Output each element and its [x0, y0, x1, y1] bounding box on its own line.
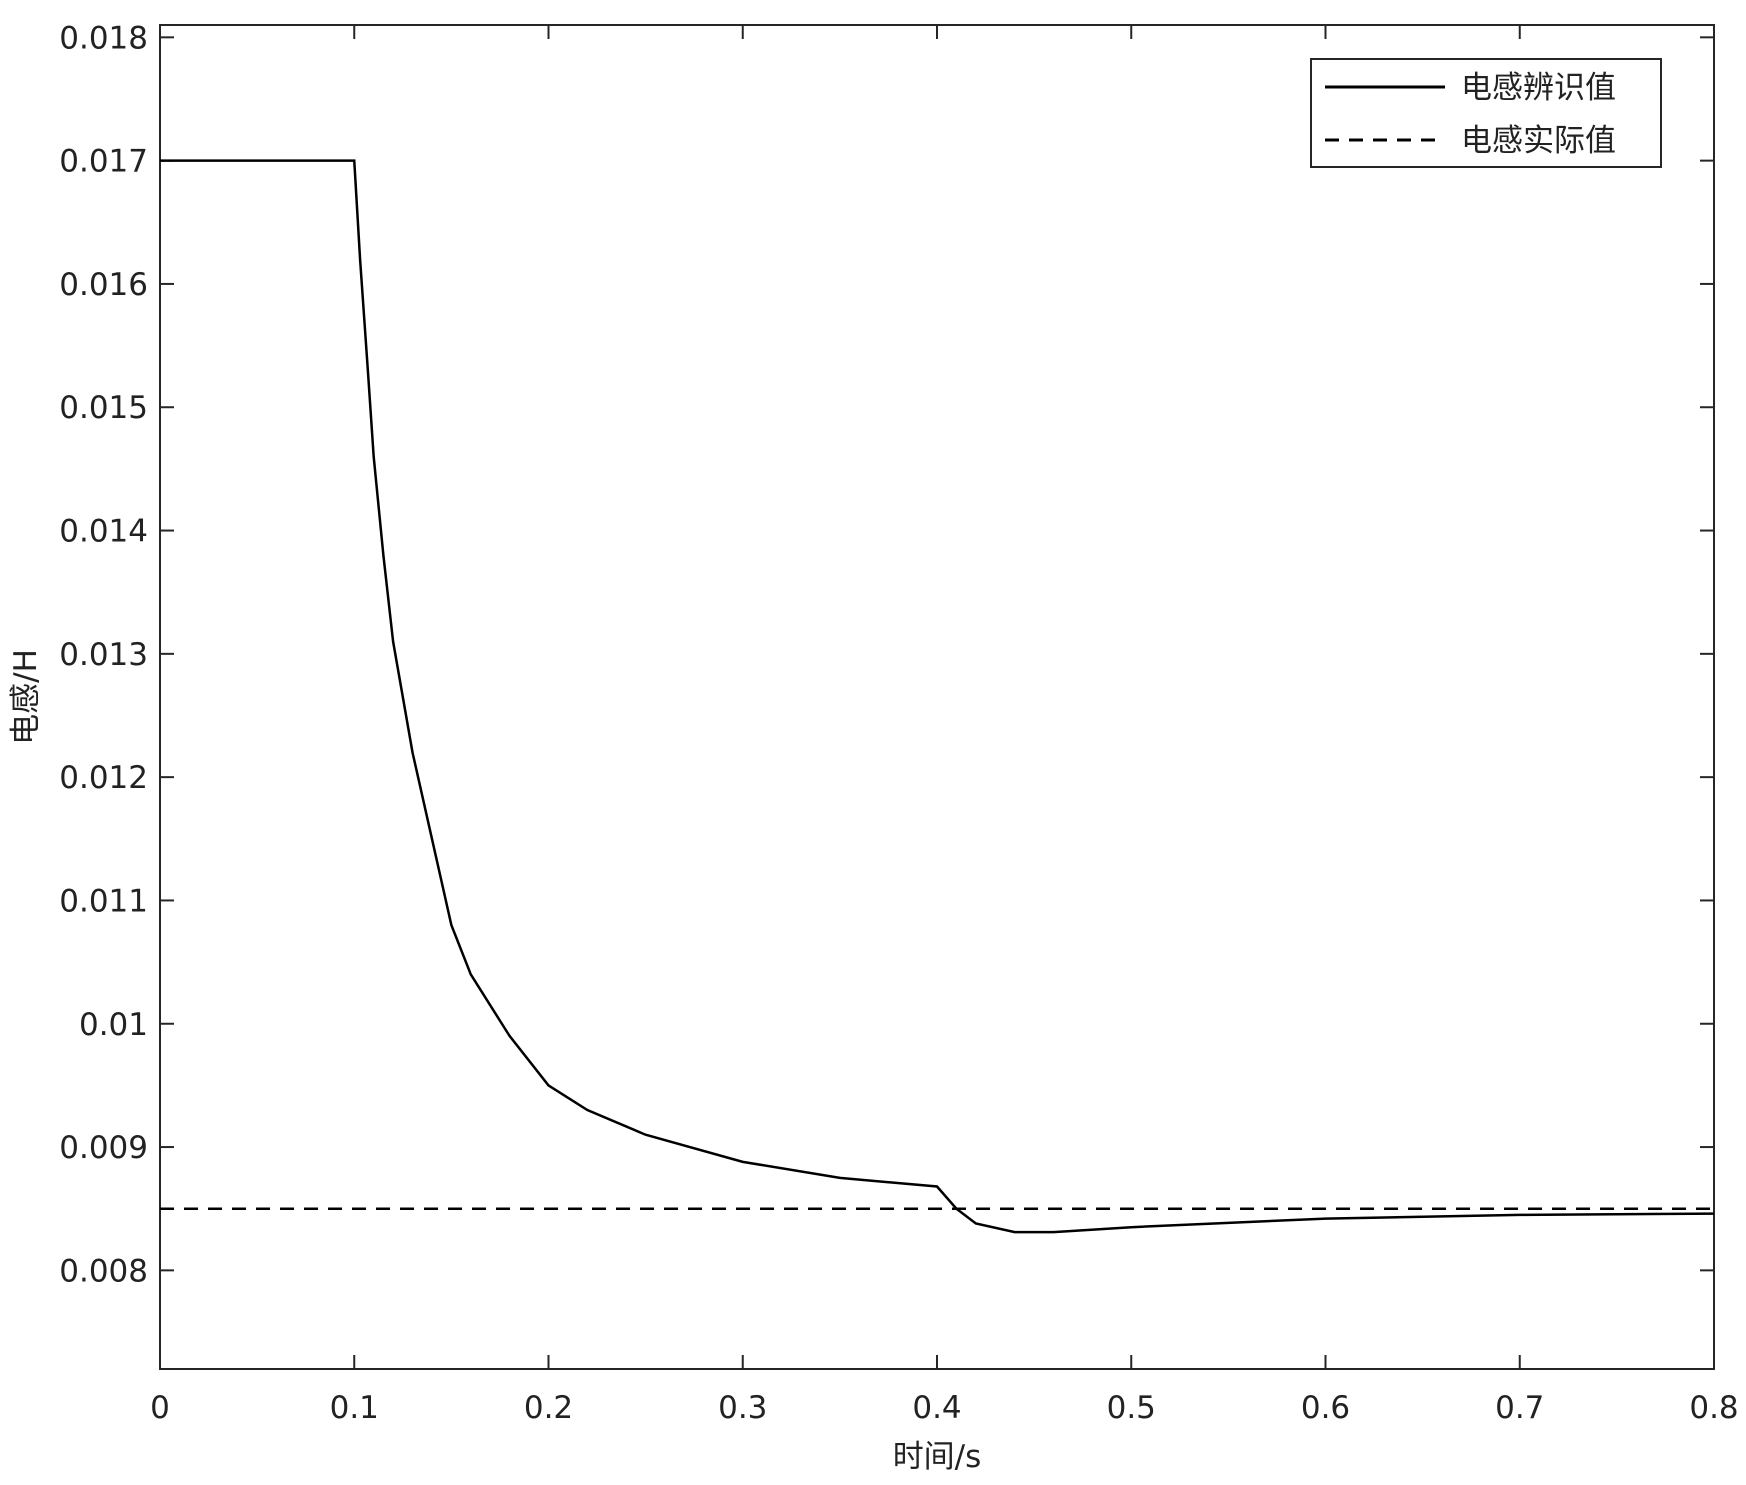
x-tick-label: 0.4: [912, 1390, 961, 1426]
x-tick-label: 0.1: [330, 1390, 379, 1426]
x-axis-label: 时间/s: [893, 1439, 982, 1475]
y-tick-label: 0.016: [59, 267, 148, 303]
data-line: [160, 159, 1715, 1234]
x-tick-label: 0.6: [1301, 1390, 1350, 1426]
legend-label: 电感辨识值: [1461, 70, 1616, 106]
y-tick-label: 0.008: [59, 1253, 148, 1289]
y-tick-label: 0.014: [59, 514, 148, 550]
x-tick-label: 0: [150, 1390, 170, 1426]
y-tick-label: 0.009: [59, 1130, 148, 1166]
y-tick-label: 0.015: [59, 390, 148, 426]
y-tick-label: 0.018: [59, 20, 148, 56]
plot-frame: [159, 24, 1715, 1370]
y-tick-label: 0.013: [59, 637, 148, 673]
y-tick-label: 0.012: [59, 760, 148, 796]
y-tick-label: 0.017: [59, 144, 148, 180]
x-tick-label: 0.7: [1495, 1390, 1544, 1426]
x-tick-label: 0.5: [1107, 1390, 1156, 1426]
y-tick-label: 0.01: [79, 1007, 148, 1043]
x-tick-label: 0.3: [718, 1390, 767, 1426]
legend-label: 电感实际值: [1461, 123, 1616, 159]
y-axis-label: 电感/H: [8, 649, 44, 745]
y-tick-label: 0.011: [59, 883, 148, 919]
x-tick-label: 0.8: [1689, 1390, 1738, 1426]
legend-box: [1310, 58, 1662, 168]
x-tick-label: 0.2: [524, 1390, 573, 1426]
